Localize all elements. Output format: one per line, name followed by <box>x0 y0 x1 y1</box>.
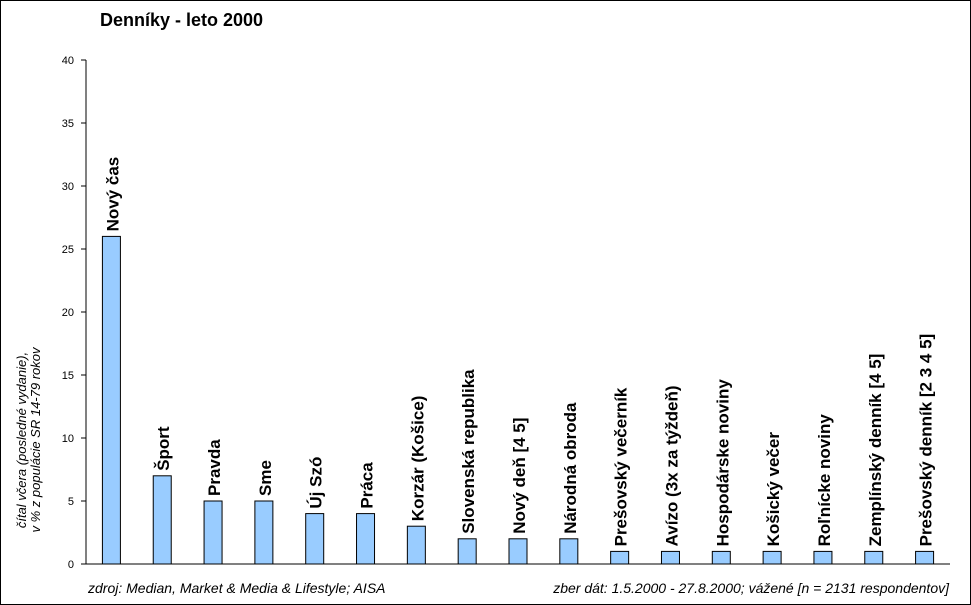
bar <box>457 538 477 565</box>
chart-title: Denníky - leto 2000 <box>100 10 264 30</box>
category-label: Prešovský večerník <box>612 387 631 546</box>
bar <box>559 538 579 565</box>
y-axis-label-line: čítal včera (posledné vydanie), <box>14 352 29 528</box>
bar <box>864 550 884 565</box>
y-tick-label: 0 <box>68 559 74 571</box>
category-label: Košický večer <box>764 432 783 547</box>
y-tick-label: 20 <box>62 307 74 319</box>
bar <box>508 538 528 565</box>
bar <box>356 513 376 565</box>
source-note: zdroj: Median, Market & Media & Lifestyl… <box>88 580 386 596</box>
category-label: Hospodárske noviny <box>713 379 732 547</box>
category-label: Roľnícke noviny <box>815 414 834 547</box>
bar <box>711 550 731 565</box>
bar <box>203 500 223 565</box>
category-label: Sme <box>256 460 275 496</box>
bar <box>406 525 426 565</box>
bar <box>610 550 630 565</box>
category-label: Nový čas <box>103 157 122 232</box>
category-label: Práca <box>358 462 377 509</box>
y-tick-label: 15 <box>62 370 74 382</box>
y-axis-label-line: v % z populácie SR 14-79 rokov <box>28 346 43 532</box>
bar <box>660 550 680 565</box>
category-label: Národná obroda <box>561 402 580 534</box>
y-tick-label: 5 <box>68 496 74 508</box>
category-label: Prešovský denník [2 3 4 5] <box>917 334 936 547</box>
category-label: Avízo (3x za týždeň) <box>662 385 681 546</box>
bar <box>305 513 325 565</box>
bar <box>813 550 833 565</box>
category-label: Új Szó <box>307 457 326 509</box>
bar <box>152 475 172 565</box>
category-label: Korzár (Košice) <box>408 396 427 522</box>
category-label: Pravda <box>205 439 224 496</box>
bar <box>762 550 782 565</box>
collection-note: zber dát: 1.5.2000 - 27.8.2000; vážené [… <box>553 580 949 596</box>
bar <box>101 235 121 565</box>
category-label: Nový deň [4 5] <box>510 418 529 534</box>
y-axis-label: čítal včera (posledné vydanie),v % z pop… <box>14 346 43 532</box>
bar <box>254 500 274 565</box>
y-tick-label: 40 <box>62 55 74 67</box>
bar <box>915 550 935 565</box>
category-label: Slovenská republika <box>459 369 478 534</box>
category-label: Šport <box>154 426 173 471</box>
y-tick-label: 30 <box>62 181 74 193</box>
y-tick-label: 25 <box>62 244 74 256</box>
y-tick-label: 35 <box>62 118 74 130</box>
category-label: Zemplínský denník [4 5] <box>866 354 885 547</box>
y-tick-label: 10 <box>62 433 74 445</box>
